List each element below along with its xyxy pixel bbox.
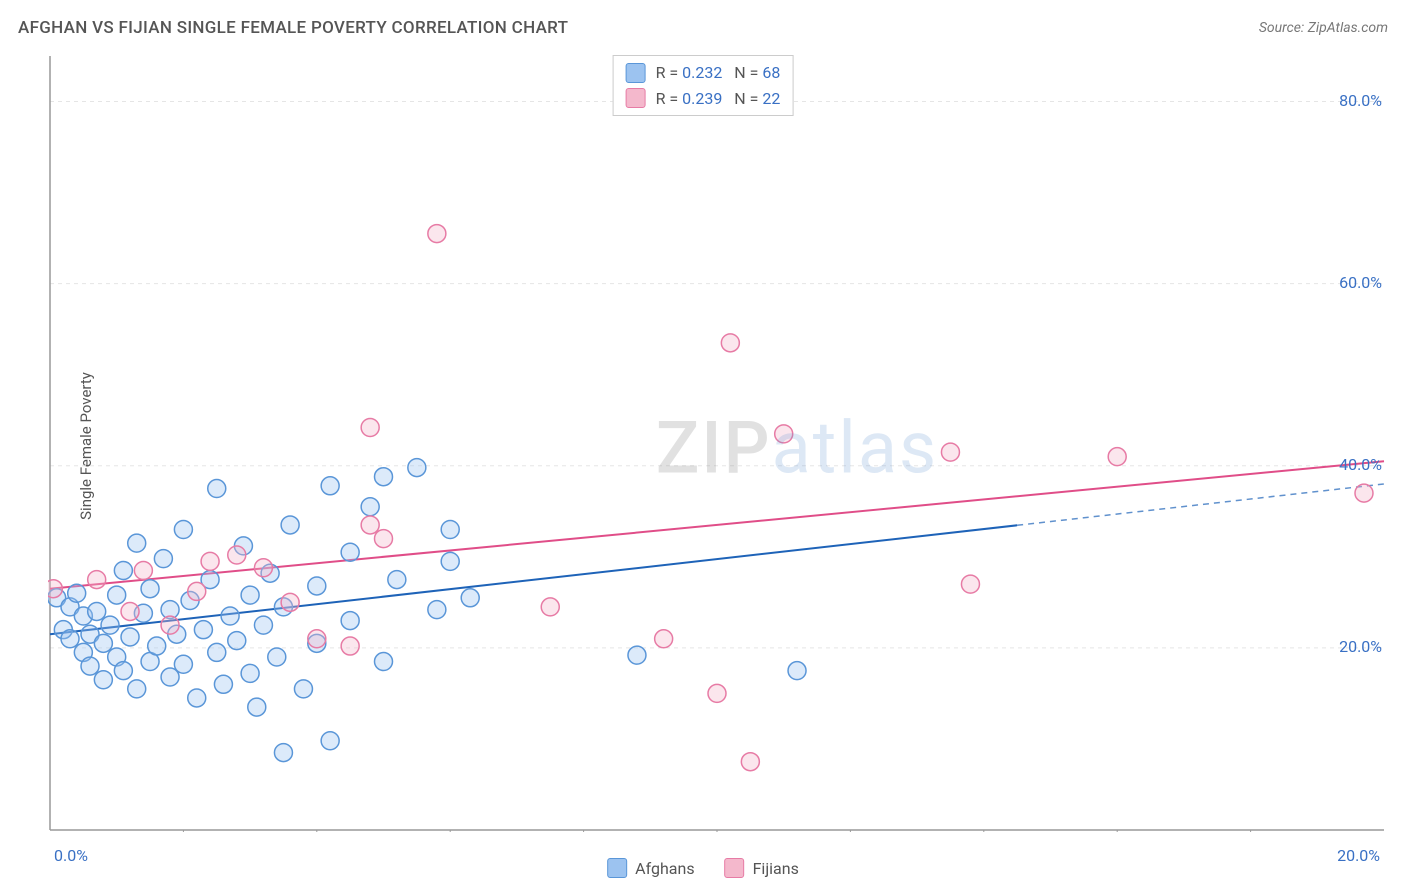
stats-row-fijians: R = 0.239 N = 22 [626,86,781,112]
swatch-fijians-icon [725,858,745,878]
stats-legend: R = 0.232 N = 68 R = 0.239 N = 22 [613,55,794,116]
swatch-afghans [626,63,646,83]
swatch-fijians [626,88,646,108]
chart-title: AFGHAN VS FIJIAN SINGLE FEMALE POVERTY C… [18,18,568,38]
swatch-afghans-icon [607,858,627,878]
legend-item-afghans: Afghans [607,858,694,878]
axis-tick-label: 20.0% [1337,846,1380,865]
axis-tick-label: 40.0% [1339,455,1382,474]
axis-tick-label: 0.0% [54,846,88,865]
axis-tick-label: 60.0% [1339,273,1382,292]
source-attribution: Source: ZipAtlas.com [1259,20,1388,36]
legend-label-afghans: Afghans [635,859,694,878]
stats-row-afghans: R = 0.232 N = 68 [626,60,781,86]
legend-label-fijians: Fijians [753,859,799,878]
series-legend: Afghans Fijians [607,858,799,878]
axis-tick-label: 80.0% [1339,91,1382,110]
scatter-plot: ZIPatlas [48,54,1386,832]
legend-item-fijians: Fijians [725,858,799,878]
axis-tick-label: 20.0% [1339,637,1382,656]
